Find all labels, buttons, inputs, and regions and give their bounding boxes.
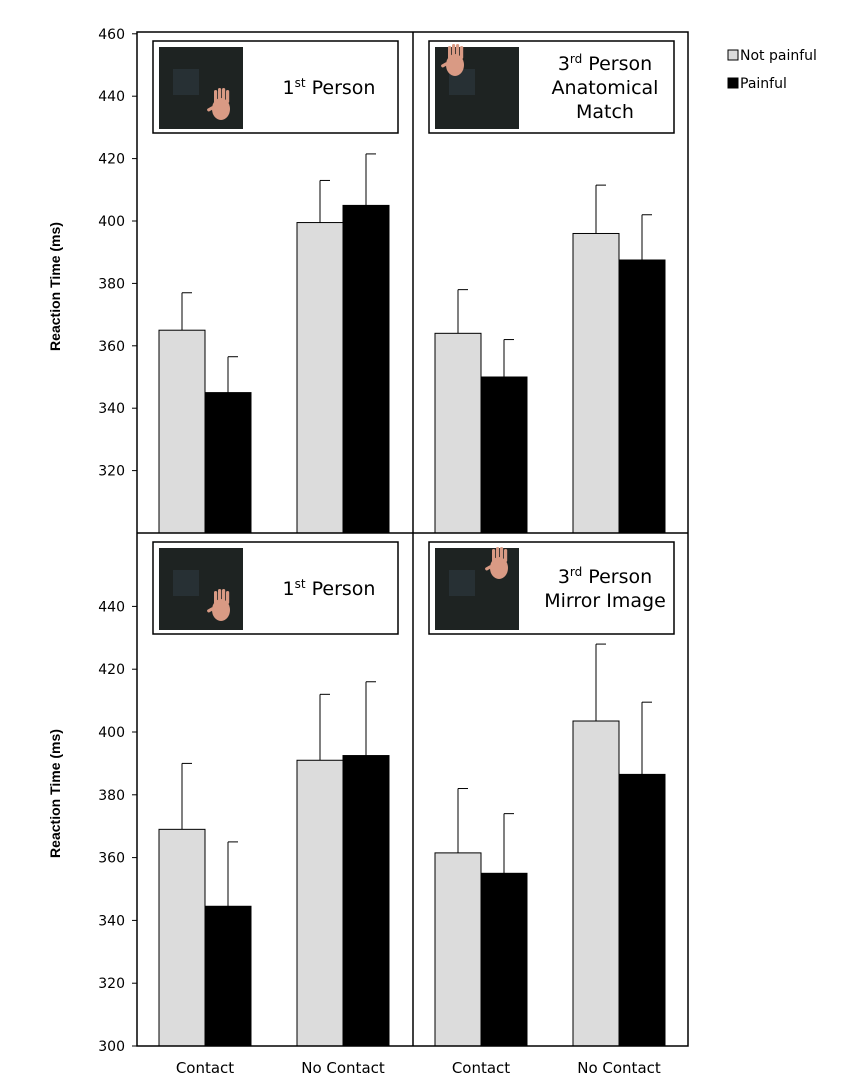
- hand-finger: [448, 46, 452, 59]
- panel-title-line: 3rd Person: [558, 52, 652, 75]
- hand-thumb: [441, 62, 448, 68]
- x-category-label: Contact: [176, 1059, 234, 1077]
- legend-label: Not painful: [740, 48, 817, 64]
- y-tick-label: 420: [98, 662, 125, 678]
- y-tick-label: 360: [98, 851, 125, 867]
- hand-icon: [485, 547, 508, 579]
- hand-finger: [226, 591, 230, 604]
- hand-finger: [222, 88, 226, 101]
- panel-title-line: Match: [576, 101, 634, 123]
- y-tick-label: 360: [98, 339, 125, 355]
- x-category-label: No Contact: [301, 1059, 385, 1077]
- y-axis-label: Reaction Time (ms): [47, 729, 63, 858]
- bar-painful: [618, 773, 666, 1047]
- y-tick-label: 440: [98, 89, 125, 105]
- bar-painful: [204, 392, 252, 534]
- panel-title-line: Mirror Image: [544, 590, 666, 612]
- hand-icon: [207, 88, 230, 120]
- bar-not-painful: [572, 232, 620, 534]
- x-category-label: Contact: [452, 1059, 510, 1077]
- hand-finger: [452, 44, 456, 57]
- hand-finger: [218, 589, 222, 602]
- hand-finger: [500, 547, 504, 560]
- hand-palm: [212, 599, 230, 621]
- hand-finger: [218, 88, 222, 101]
- hand-finger: [222, 589, 226, 602]
- panel-title-line: 1st Person: [283, 577, 376, 600]
- bar-painful: [480, 376, 528, 534]
- bar-painful: [342, 755, 390, 1047]
- panel-title-line: 3rd Person: [558, 565, 652, 588]
- bar-painful: [480, 872, 528, 1047]
- bar-not-painful: [158, 329, 206, 534]
- hand-finger: [496, 547, 500, 560]
- hand-palm: [490, 557, 508, 579]
- bar-not-painful: [296, 222, 344, 534]
- legend-swatch: [727, 77, 739, 89]
- y-tick-label: 300: [98, 1039, 125, 1055]
- y-tick-label: 420: [98, 152, 125, 168]
- legend-label: Painful: [740, 76, 787, 92]
- target-square: [173, 69, 199, 95]
- bar-not-painful: [158, 828, 206, 1047]
- bar-not-painful: [434, 852, 482, 1047]
- hand-finger: [214, 591, 218, 604]
- bar-not-painful: [572, 720, 620, 1047]
- legend-swatch: [727, 49, 739, 61]
- hand-finger: [504, 549, 508, 562]
- y-tick-label: 400: [98, 214, 125, 230]
- y-tick-label: 340: [98, 401, 125, 417]
- stimulus-thumbnail: [159, 47, 243, 129]
- hand-finger: [226, 90, 230, 103]
- hand-finger: [214, 90, 218, 103]
- hand-thumb: [485, 565, 492, 571]
- target-square: [173, 570, 199, 596]
- hand-palm: [212, 98, 230, 120]
- hand-finger: [460, 46, 464, 59]
- panel-title-line: 1st Person: [283, 76, 376, 99]
- x-category-label: No Contact: [577, 1059, 661, 1077]
- hand-thumb: [207, 106, 214, 112]
- y-tick-label: 380: [98, 788, 125, 804]
- hand-finger: [492, 549, 496, 562]
- y-tick-label: 440: [98, 599, 125, 615]
- bar-not-painful: [296, 759, 344, 1047]
- bar-not-painful: [434, 332, 482, 534]
- hand-finger: [456, 44, 460, 57]
- y-axis-label: Reaction Time (ms): [47, 222, 63, 351]
- hand-palm: [446, 54, 464, 76]
- bar-painful: [618, 259, 666, 534]
- y-tick-label: 380: [98, 276, 125, 292]
- target-square: [449, 570, 475, 596]
- y-tick-label: 400: [98, 725, 125, 741]
- hand-icon: [441, 44, 464, 76]
- bar-painful: [342, 204, 390, 534]
- y-tick-label: 340: [98, 913, 125, 929]
- bar-painful: [204, 905, 252, 1047]
- y-tick-label: 320: [98, 464, 125, 480]
- hand-icon: [207, 589, 230, 621]
- y-tick-label: 460: [98, 27, 125, 43]
- y-tick-label: 320: [98, 976, 125, 992]
- stimulus-thumbnail: [159, 548, 243, 630]
- hand-thumb: [207, 607, 214, 613]
- panel-title-line: Anatomical: [552, 77, 659, 99]
